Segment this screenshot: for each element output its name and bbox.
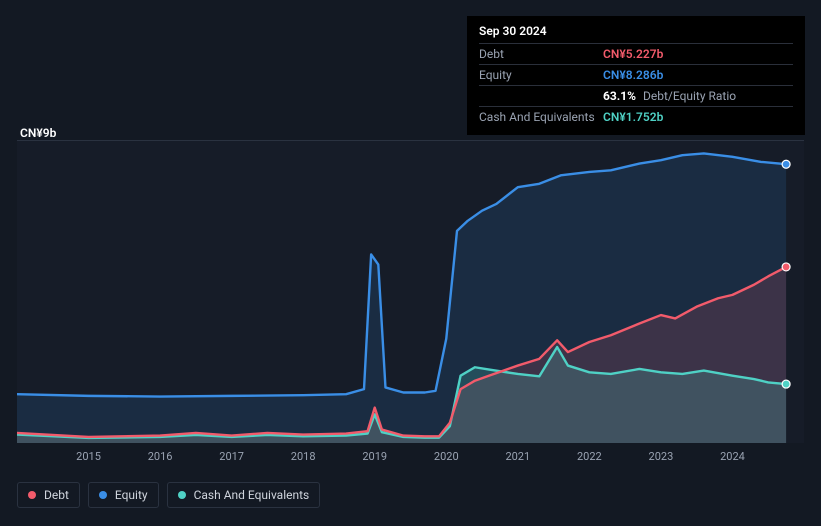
- summary-panel: Sep 30 2024 Debt CN¥5.227b Equity CN¥8.2…: [467, 16, 805, 135]
- label-cash: Cash And Equivalents: [479, 110, 603, 124]
- legend-item-debt[interactable]: Debt: [17, 482, 80, 508]
- x-tick-label: 2021: [505, 450, 530, 463]
- ratio-value: 63.1%: [603, 89, 636, 103]
- value-equity: CN¥8.286b: [603, 68, 663, 82]
- row-cash: Cash And Equivalents CN¥1.752b: [479, 106, 793, 127]
- ratio-label: Debt/Equity Ratio: [643, 89, 736, 103]
- legend-label-debt: Debt: [44, 488, 69, 502]
- y-axis-max: CN¥9b: [20, 126, 56, 140]
- x-tick-label: 2015: [76, 450, 101, 463]
- label-ratio-spacer: [479, 89, 603, 103]
- label-equity: Equity: [479, 68, 603, 82]
- label-debt: Debt: [479, 47, 603, 61]
- legend-label-equity: Equity: [115, 488, 148, 502]
- x-axis-labels: 2015 2016 2017 2018 2019 2020 2021 2022 2023 2024: [17, 450, 804, 466]
- legend-dot-cash: [178, 491, 186, 499]
- x-tick-label: 2016: [148, 450, 173, 463]
- legend-label-cash: Cash And Equivalents: [194, 488, 310, 502]
- x-tick-label: 2023: [649, 450, 674, 463]
- x-tick-label: 2018: [291, 450, 316, 463]
- legend-item-equity[interactable]: Equity: [88, 482, 159, 508]
- ratio-wrapper: 63.1% Debt/Equity Ratio: [603, 89, 736, 103]
- summary-date: Sep 30 2024: [479, 24, 793, 43]
- legend-item-cash[interactable]: Cash And Equivalents: [167, 482, 321, 508]
- legend-dot-debt: [28, 491, 36, 499]
- x-tick-label: 2022: [577, 450, 602, 463]
- row-ratio: 63.1% Debt/Equity Ratio: [479, 85, 793, 106]
- chart-plot: [17, 140, 804, 443]
- row-equity: Equity CN¥8.286b: [479, 64, 793, 85]
- legend: Debt Equity Cash And Equivalents: [17, 482, 320, 508]
- legend-dot-equity: [99, 491, 107, 499]
- value-debt: CN¥5.227b: [603, 47, 663, 61]
- x-tick-label: 2017: [219, 450, 244, 463]
- x-tick-label: 2020: [434, 450, 459, 463]
- value-cash: CN¥1.752b: [603, 110, 663, 124]
- row-debt: Debt CN¥5.227b: [479, 43, 793, 64]
- x-tick-label: 2024: [720, 450, 745, 463]
- x-tick-label: 2019: [362, 450, 387, 463]
